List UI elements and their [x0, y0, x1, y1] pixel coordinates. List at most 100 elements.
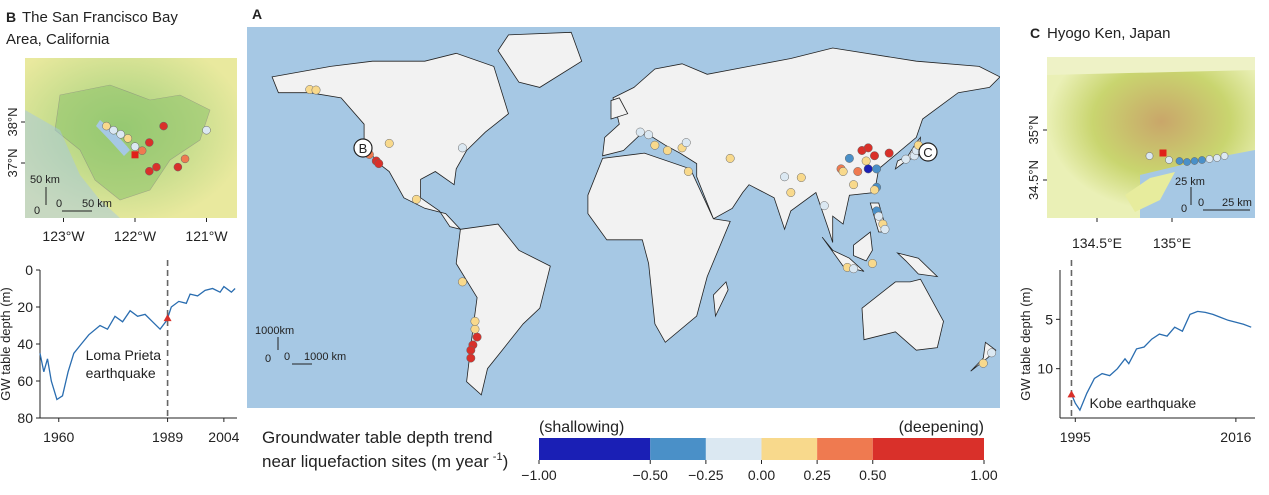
- site: [152, 162, 161, 172]
- label: 0: [1181, 203, 1187, 215]
- landmass: [455, 223, 551, 396]
- site: [102, 121, 111, 131]
- site: [1205, 155, 1214, 163]
- panel-label: B: [6, 9, 16, 25]
- label: 25 km: [1175, 176, 1205, 188]
- site: [838, 167, 848, 176]
- label: 0: [1198, 197, 1204, 209]
- landmass: [896, 252, 939, 278]
- label: 123°W: [42, 228, 85, 244]
- site: [853, 167, 863, 176]
- site: [173, 162, 183, 172]
- colorbar-bin: [872, 438, 984, 460]
- site: [311, 85, 321, 95]
- epicenter: [131, 151, 139, 159]
- site: [635, 127, 645, 137]
- site: [180, 154, 190, 164]
- label: 0: [56, 198, 62, 210]
- site: [884, 148, 894, 158]
- site: [861, 156, 871, 166]
- x-tick-label: 2004: [208, 429, 239, 445]
- site: [870, 151, 879, 161]
- site: [470, 324, 480, 334]
- label: 0: [34, 205, 40, 217]
- site: [472, 332, 482, 342]
- site: [116, 130, 125, 139]
- site: [159, 121, 168, 131]
- colorbar-bin: [539, 438, 651, 460]
- site: [819, 201, 829, 211]
- title-end: ): [503, 452, 509, 471]
- map-c-features: [1047, 57, 1255, 218]
- landmass: [861, 278, 944, 351]
- site: [880, 224, 890, 234]
- label: (deepening): [899, 419, 984, 436]
- site: [1213, 154, 1221, 162]
- panel-title: Hyogo Ken, Japan: [1047, 25, 1170, 42]
- superscript: -1: [493, 451, 503, 463]
- series-line: [39, 285, 236, 401]
- label: 1000km: [255, 325, 294, 337]
- site: [202, 125, 211, 135]
- site: [849, 264, 859, 274]
- sites: [305, 85, 997, 368]
- label: 35°N: [1026, 115, 1041, 144]
- site: [987, 348, 997, 358]
- site: [725, 153, 735, 163]
- site: [844, 153, 854, 163]
- site: [384, 138, 394, 148]
- panel-label: C: [1030, 25, 1040, 41]
- y-tick-label: 80: [17, 410, 33, 426]
- colorbar-tick-label: 0.50: [859, 467, 886, 483]
- y-tick-label: 10: [1037, 361, 1053, 377]
- x-tick-label: 2016: [1220, 429, 1251, 445]
- y-axis-label: GW table depth (m): [0, 287, 13, 400]
- colorbar-tick-label: 1.00: [970, 467, 997, 483]
- panel-title: The San Francisco Bay: [22, 9, 178, 26]
- label: C: [923, 145, 932, 160]
- colorbar-tick-label: −0.50: [633, 467, 669, 483]
- annotation: Loma Prieta: [86, 347, 162, 363]
- y-axis-label: GW table depth (m): [1018, 287, 1033, 400]
- site: [374, 159, 384, 169]
- site: [901, 154, 911, 164]
- y-tick-label: 20: [17, 299, 33, 315]
- region-marker: [353, 138, 373, 158]
- site: [1145, 152, 1154, 160]
- label: 25 km: [1222, 197, 1252, 209]
- landmass: [853, 231, 873, 262]
- label: 34.5°N: [1026, 160, 1041, 200]
- site: [145, 166, 154, 176]
- site: [1220, 152, 1229, 160]
- label: 50 km: [30, 174, 60, 186]
- landmass: [497, 31, 583, 88]
- site: [1165, 156, 1173, 164]
- site: [1198, 156, 1206, 164]
- site: [1183, 158, 1191, 166]
- label: 50 km: [82, 198, 112, 210]
- panel-title: Area, California: [6, 31, 110, 48]
- site: [870, 185, 879, 195]
- site: [644, 130, 654, 140]
- site: [786, 188, 796, 197]
- event-marker: [163, 314, 172, 322]
- site: [1190, 157, 1199, 165]
- site: [411, 194, 421, 204]
- site: [863, 143, 873, 153]
- y-tick-label: 0: [25, 262, 33, 278]
- y-tick-label: 60: [17, 373, 33, 389]
- landmass: [602, 47, 1000, 243]
- series-line: [1070, 310, 1252, 412]
- label: near liquefaction sites (m year -1): [262, 451, 508, 471]
- colorbar-bin: [761, 438, 818, 460]
- region-marker: [918, 142, 938, 162]
- landmass: [610, 97, 629, 120]
- site: [863, 164, 873, 174]
- site: [137, 146, 147, 155]
- colorbar-bin: [705, 438, 762, 460]
- landmass: [821, 236, 865, 272]
- site: [874, 211, 884, 221]
- site: [780, 172, 790, 182]
